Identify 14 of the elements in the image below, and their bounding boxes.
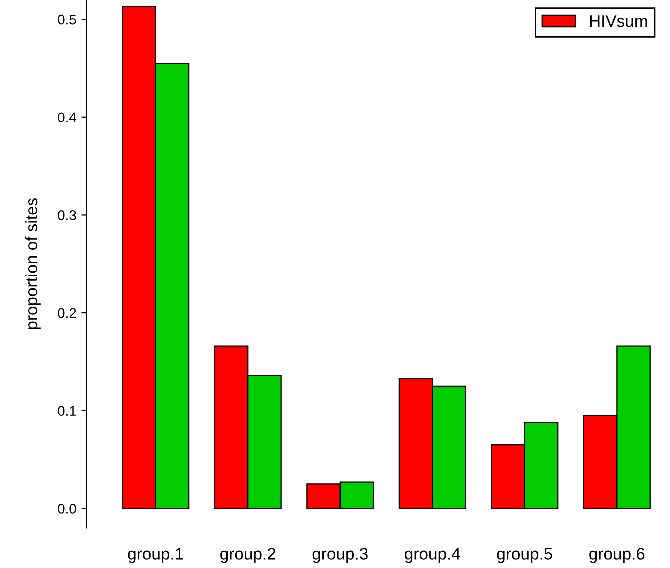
x-tick-label: group.1 xyxy=(128,548,184,564)
x-tick-label: group.6 xyxy=(590,548,645,564)
y-tick-label: 0.3 xyxy=(58,210,76,220)
y-tick-label: 0.0 xyxy=(58,504,76,514)
x-tick-label: group.5 xyxy=(497,548,552,564)
y-axis-title: proportion of sites xyxy=(25,198,41,330)
y-tick-label: 0.5 xyxy=(58,14,76,25)
y-tick-label: 0.1 xyxy=(58,406,76,416)
x-tick-label: group.4 xyxy=(405,548,460,564)
x-tick-label: group.2 xyxy=(220,548,276,564)
y-tick-label: 0.2 xyxy=(58,308,76,318)
y-tick-label: 0.4 xyxy=(58,112,76,123)
x-tick-label: group.3 xyxy=(312,548,368,564)
legend-label: HIVsum xyxy=(590,16,648,28)
